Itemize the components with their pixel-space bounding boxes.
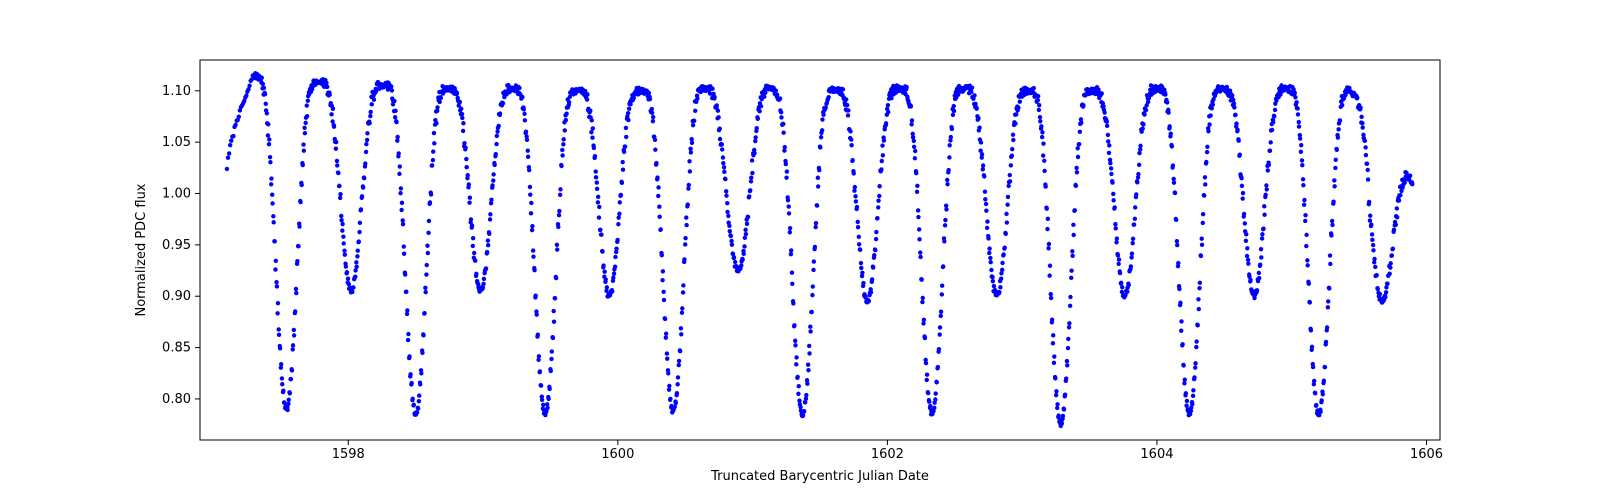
chart-svg: 1598 1600 1602 1604 1606 0.80 0.85 0.90 0.95 1.0… <box>0 0 1600 500</box>
y-tick-label: 0.90 <box>162 289 191 304</box>
x-tick-label: 1606 <box>1410 447 1443 462</box>
x-tick-label: 1600 <box>601 447 634 462</box>
x-ticks: 1598 1600 1602 1604 1606 <box>332 440 1443 462</box>
data-points <box>225 71 1415 428</box>
y-tick-label: 0.80 <box>162 392 191 407</box>
x-axis-label: Truncated Barycentric Julian Date <box>710 469 929 484</box>
y-tick-label: 0.95 <box>162 238 191 253</box>
x-tick-label: 1604 <box>1140 447 1173 462</box>
x-tick-label: 1602 <box>871 447 904 462</box>
y-ticks: 0.80 0.85 0.90 0.95 1.00 1.05 1.10 <box>162 84 200 407</box>
y-tick-label: 1.10 <box>162 84 191 99</box>
y-axis-label: Normalized PDC flux <box>134 183 149 316</box>
y-tick-label: 0.85 <box>162 341 191 356</box>
plot-border <box>200 60 1440 440</box>
x-tick-label: 1598 <box>332 447 365 462</box>
y-tick-label: 1.05 <box>162 135 191 150</box>
lightcurve-chart: 1598 1600 1602 1604 1606 0.80 0.85 0.90 0.95 1.0… <box>0 0 1600 500</box>
y-tick-label: 1.00 <box>162 187 191 202</box>
